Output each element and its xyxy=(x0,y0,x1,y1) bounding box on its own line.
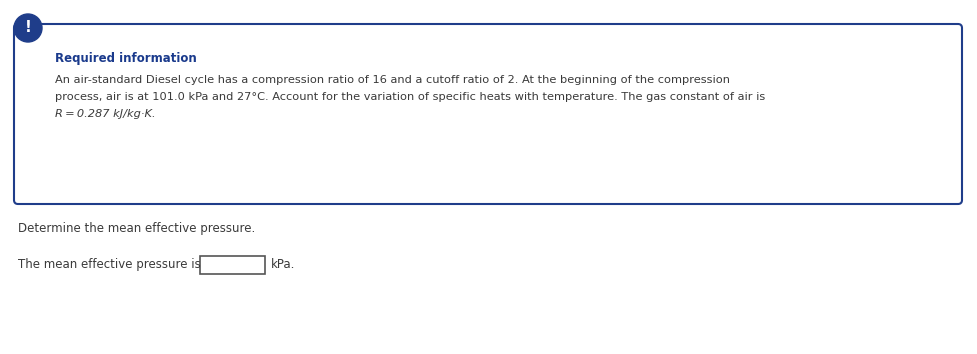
Text: An air-standard Diesel cycle has a compression ratio of 16 and a cutoff ratio of: An air-standard Diesel cycle has a compr… xyxy=(55,75,730,85)
Text: R = 0.287 kJ/kg·K.: R = 0.287 kJ/kg·K. xyxy=(55,109,155,119)
Text: !: ! xyxy=(24,21,31,35)
Text: kPa.: kPa. xyxy=(271,258,295,271)
Text: Determine the mean effective pressure.: Determine the mean effective pressure. xyxy=(18,222,255,235)
Ellipse shape xyxy=(14,14,42,42)
FancyBboxPatch shape xyxy=(14,24,962,204)
Text: process, air is at 101.0 kPa and 27°C. Account for the variation of specific hea: process, air is at 101.0 kPa and 27°C. A… xyxy=(55,92,765,102)
Text: Required information: Required information xyxy=(55,52,196,65)
FancyBboxPatch shape xyxy=(200,256,265,274)
Text: The mean effective pressure is: The mean effective pressure is xyxy=(18,258,200,271)
